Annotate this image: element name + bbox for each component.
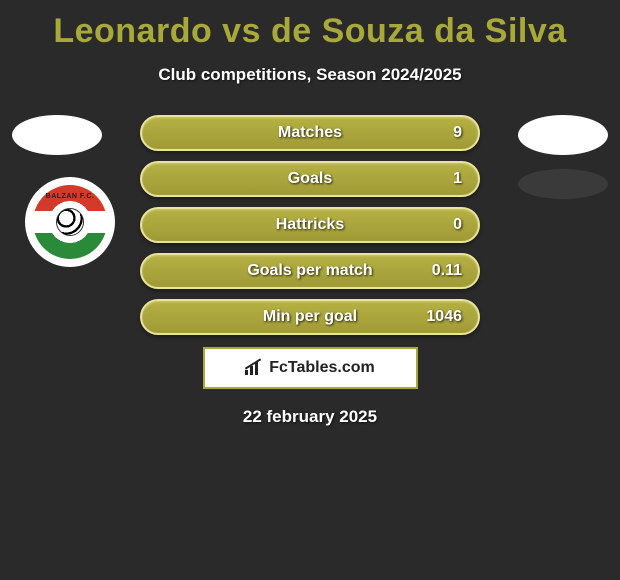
- brand-text: FcTables.com: [269, 359, 375, 377]
- stat-value: 9: [453, 124, 462, 142]
- stats-container: Matches 9 Goals 1 Hattricks 0 Goals per …: [140, 115, 480, 335]
- player-right-placeholder: [518, 115, 608, 155]
- stat-label: Min per goal: [263, 308, 357, 326]
- stat-row-matches: Matches 9: [140, 115, 480, 151]
- stat-row-hattricks: Hattricks 0: [140, 207, 480, 243]
- club-logo-text: BALZAN F.C.: [46, 193, 95, 200]
- stat-label: Hattricks: [276, 216, 344, 234]
- player-left-placeholder: [12, 115, 102, 155]
- soccer-ball-icon: [56, 208, 84, 236]
- club-logo-shield: BALZAN F.C.: [33, 185, 107, 259]
- stat-row-goals: Goals 1: [140, 161, 480, 197]
- player-right-placeholder-2: [518, 169, 608, 199]
- stat-row-min-per-goal: Min per goal 1046: [140, 299, 480, 335]
- stat-value: 1046: [426, 308, 462, 326]
- page-title: Leonardo vs de Souza da Silva: [0, 0, 620, 51]
- stat-value: 0.11: [432, 262, 462, 280]
- club-logo: BALZAN F.C.: [25, 177, 115, 267]
- stat-label: Goals per match: [247, 262, 372, 280]
- date-label: 22 february 2025: [0, 407, 620, 427]
- stat-label: Goals: [288, 170, 332, 188]
- stat-label: Matches: [278, 124, 342, 142]
- bar-chart-icon: [245, 361, 263, 375]
- subtitle: Club competitions, Season 2024/2025: [0, 65, 620, 85]
- brand-box[interactable]: FcTables.com: [203, 347, 418, 389]
- stat-row-goals-per-match: Goals per match 0.11: [140, 253, 480, 289]
- stat-value: 0: [453, 216, 462, 234]
- content-area: BALZAN F.C. Matches 9 Goals 1 Hattricks …: [0, 115, 620, 427]
- stat-value: 1: [453, 170, 462, 188]
